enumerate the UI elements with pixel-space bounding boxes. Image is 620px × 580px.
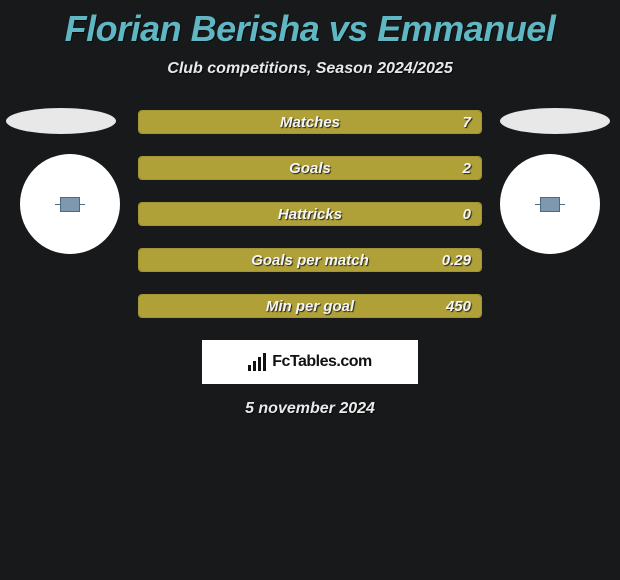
comparison-stage: Matches 7 Goals 2 Hattricks 0 Goals per … <box>0 108 620 318</box>
fctables-logo[interactable]: FcTables.com <box>202 340 418 384</box>
stat-bar: Min per goal 450 <box>138 294 482 318</box>
stat-label: Goals per match <box>139 249 481 273</box>
stat-value: 7 <box>463 111 471 135</box>
shadow-ellipse-left <box>6 108 116 134</box>
stat-label: Matches <box>139 111 481 135</box>
subtitle: Club competitions, Season 2024/2025 <box>0 60 620 78</box>
logo-bars-icon <box>248 353 266 371</box>
stat-label: Hattricks <box>139 203 481 227</box>
avatar-right <box>500 154 600 254</box>
logo-text: FcTables.com <box>272 353 372 371</box>
stat-bars: Matches 7 Goals 2 Hattricks 0 Goals per … <box>138 108 482 318</box>
date-label: 5 november 2024 <box>0 400 620 418</box>
placeholder-icon <box>60 197 80 212</box>
stat-value: 0 <box>463 203 471 227</box>
stat-bar: Goals per match 0.29 <box>138 248 482 272</box>
stat-label: Goals <box>139 157 481 181</box>
shadow-ellipse-right <box>500 108 610 134</box>
stat-bar: Matches 7 <box>138 110 482 134</box>
stat-value: 2 <box>463 157 471 181</box>
stat-bar: Hattricks 0 <box>138 202 482 226</box>
avatar-left <box>20 154 120 254</box>
placeholder-icon <box>540 197 560 212</box>
stat-value: 0.29 <box>442 249 471 273</box>
stat-label: Min per goal <box>139 295 481 319</box>
stat-value: 450 <box>446 295 471 319</box>
page-title: Florian Berisha vs Emmanuel <box>0 0 620 50</box>
stat-bar: Goals 2 <box>138 156 482 180</box>
